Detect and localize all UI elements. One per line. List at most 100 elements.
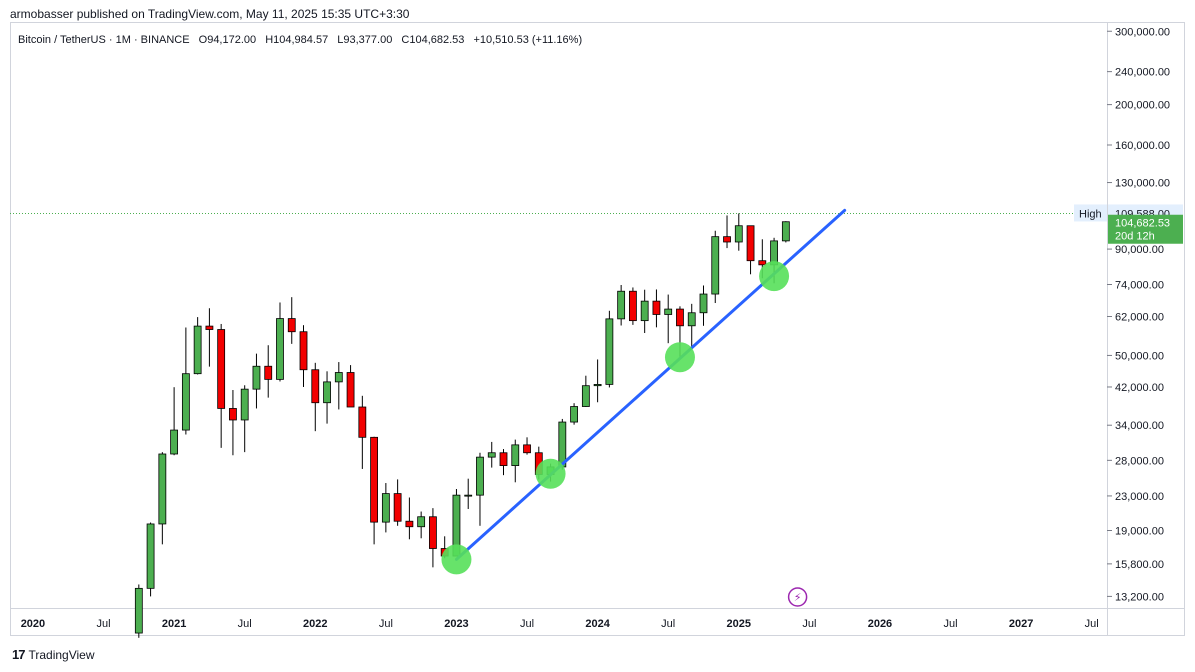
- price-tick-label: 300,000.00: [1115, 26, 1170, 38]
- candle: [405, 497, 414, 540]
- candle-body-up: [781, 221, 790, 242]
- candle: [276, 302, 284, 382]
- price-tick-label: 42,000.00: [1115, 382, 1164, 394]
- price-tick-label: 15,800.00: [1115, 559, 1164, 571]
- candle: [311, 362, 320, 432]
- trendline-touch-marker: [664, 342, 695, 373]
- price-axis[interactable]: 300,000.00 240,000.00 200,000.00 160,000.00…: [1107, 26, 1170, 603]
- legend-open: O94,172.00: [198, 34, 257, 46]
- candle: [523, 437, 531, 455]
- candle-body-up: [605, 318, 614, 385]
- price-tick-label: 240,000.00: [1115, 67, 1170, 79]
- candle-body-up: [323, 381, 331, 404]
- candle: [476, 452, 484, 526]
- candle-body-down: [652, 300, 661, 315]
- trendline-touch-marker: [759, 261, 790, 292]
- candle: [393, 479, 402, 526]
- candle-body-down: [405, 520, 414, 528]
- time-tick-label: Jul: [944, 618, 958, 630]
- time-tick-label: 2022: [303, 618, 327, 630]
- candle: [170, 387, 179, 456]
- time-tick-label: Jul: [379, 618, 393, 630]
- candles-layer: [134, 213, 790, 638]
- candle: [499, 449, 508, 476]
- candle: [287, 297, 296, 344]
- candle: [417, 511, 426, 539]
- candle: [687, 303, 696, 347]
- time-tick-label: Jul: [802, 618, 816, 630]
- price-tick-label: 200,000.00: [1115, 100, 1170, 112]
- candle-body-up: [276, 318, 284, 380]
- event-marker-icon: [787, 587, 808, 607]
- candle-body-down: [299, 331, 308, 371]
- candle-body-up: [334, 372, 343, 383]
- legend-high: H104,984.57: [265, 34, 329, 46]
- time-axis[interactable]: 2020 Jul 2021 Jul 2022 Jul 2023 Jul 2024 Jul 2025 J…: [21, 618, 1099, 630]
- grid-layer: [10, 23, 1185, 636]
- candle-body-up: [511, 444, 520, 466]
- candle: [370, 436, 378, 545]
- candle-body-down: [676, 308, 684, 327]
- candle-body-down: [758, 260, 767, 266]
- candle: [640, 289, 649, 334]
- candle-body-down: [523, 444, 531, 454]
- candle-body-up: [181, 373, 190, 431]
- candle-body-up: [158, 453, 167, 525]
- price-tick-label: 13,200.00: [1115, 591, 1164, 603]
- candle-body-down: [393, 493, 402, 522]
- candle-body-down: [229, 408, 237, 421]
- candle: [429, 508, 437, 568]
- candle: [581, 375, 590, 408]
- candle-body-down: [205, 325, 214, 330]
- candle: [629, 287, 637, 325]
- candle-body-down: [311, 369, 320, 404]
- footer: 17 TradingView: [12, 647, 95, 662]
- candle-body-down: [499, 452, 508, 466]
- candle-body-down: [217, 329, 226, 409]
- candle: [158, 452, 167, 545]
- candle-body-up: [134, 587, 143, 634]
- candle-body-down: [629, 290, 637, 322]
- price-tick-label: 130,000.00: [1115, 178, 1170, 190]
- chart-frame: [10, 22, 1185, 636]
- legend-close: C104,682.53: [401, 34, 465, 46]
- candle-body-up: [381, 493, 390, 523]
- candle: [652, 289, 661, 328]
- candle-body-up: [464, 494, 473, 497]
- time-tick-label: Jul: [96, 618, 110, 630]
- candle-body-up: [487, 452, 496, 458]
- current-price-bg: [1108, 214, 1183, 244]
- candle-body-up: [476, 456, 484, 496]
- publisher-line: armobasser published on TradingView.com,…: [10, 7, 410, 21]
- price-tick-label: 19,000.00: [1115, 525, 1164, 537]
- candle: [193, 317, 202, 375]
- candle: [664, 294, 673, 344]
- event-marker-glyph: ⚡: [794, 591, 802, 604]
- legend-low: L93,377.00: [337, 34, 393, 46]
- time-tick-label: 2025: [727, 618, 751, 630]
- candle-body-up: [699, 293, 708, 314]
- trendline-layer: ⚡: [441, 208, 847, 607]
- candle-body-down: [723, 236, 731, 243]
- time-tick-label: Jul: [238, 618, 252, 630]
- candle-body-down: [358, 406, 367, 438]
- candle: [240, 385, 249, 453]
- candle: [381, 483, 390, 533]
- candle: [217, 323, 226, 448]
- candle: [570, 403, 578, 425]
- candle: [487, 441, 496, 468]
- current-price-label: 104,682.53: [1115, 218, 1170, 230]
- candle: [146, 522, 155, 597]
- price-tick-label: 34,000.00: [1115, 420, 1164, 432]
- candle-body-up: [193, 325, 202, 375]
- candle-body-up: [734, 225, 743, 243]
- time-tick-label: 2024: [585, 618, 610, 630]
- candle: [511, 439, 520, 483]
- legend-symbol: Bitcoin / TetherUS · 1M · BINANCE: [18, 34, 190, 46]
- candle: [252, 353, 261, 409]
- time-tick-label: Jul: [520, 618, 534, 630]
- time-tick-label: Jul: [1085, 618, 1099, 630]
- candle-body-up: [581, 385, 590, 407]
